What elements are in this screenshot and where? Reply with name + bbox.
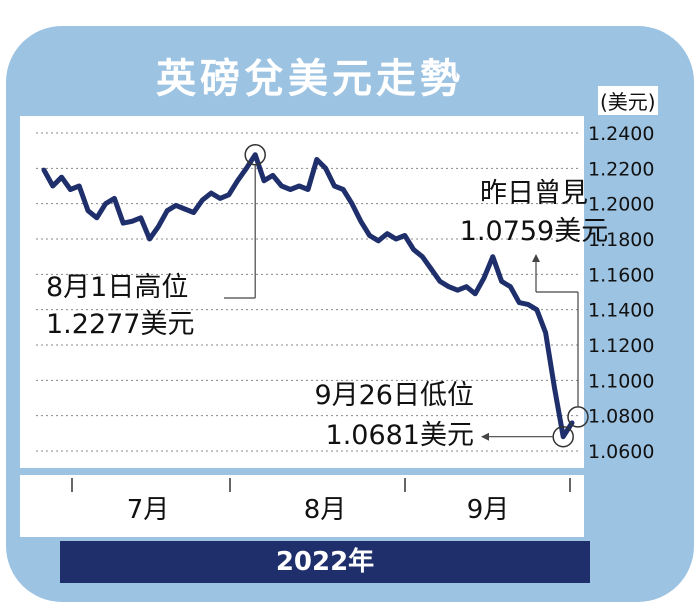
x-axis-band (20, 475, 584, 537)
annotation-label: 1.0759美元 (460, 216, 608, 247)
annotation-label: 昨日曾見 (480, 178, 588, 209)
y-tick-label: 1.0600 (588, 441, 654, 463)
y-tick-label: 1.2000 (588, 194, 654, 216)
month-label: 9月 (467, 495, 510, 525)
annotation-label: 1.2277美元 (46, 309, 194, 340)
y-tick-label: 1.2400 (588, 123, 654, 145)
arrow-head (532, 254, 540, 262)
annotation-label: 1.0681美元 (326, 420, 474, 451)
unit-label: (美元) (598, 86, 658, 115)
y-tick-label: 1.1800 (588, 229, 654, 251)
y-tick-label: 1.2200 (588, 158, 654, 180)
plot-area (20, 116, 584, 468)
series-line (41, 152, 575, 440)
year-label: 2022年 (60, 541, 590, 583)
y-tick-label: 1.1000 (588, 370, 654, 392)
y-tick-label: 1.1400 (588, 300, 654, 322)
arrow-head (481, 432, 489, 441)
month-label: 8月 (304, 495, 347, 525)
chart-title: 英磅兌美元走勢 (156, 56, 464, 102)
annotation-label: 8月1日高位 (46, 272, 188, 303)
y-tick-label: 1.1200 (588, 335, 654, 357)
y-tick-label: 1.1600 (588, 264, 654, 286)
month-label: 7月 (127, 495, 170, 525)
annotation-label: 9月26日低位 (314, 380, 474, 411)
y-tick-label: 1.0800 (588, 406, 654, 428)
